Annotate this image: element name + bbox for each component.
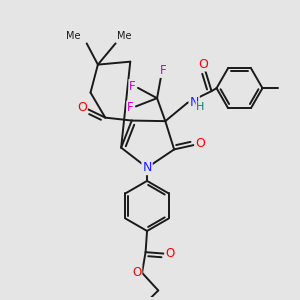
Text: O: O bbox=[195, 137, 205, 150]
Text: F: F bbox=[129, 80, 136, 93]
Text: F: F bbox=[160, 64, 166, 77]
Text: O: O bbox=[132, 266, 141, 279]
Text: O: O bbox=[77, 101, 87, 114]
Text: Me: Me bbox=[117, 31, 131, 41]
Text: N: N bbox=[142, 161, 152, 174]
Text: H: H bbox=[196, 102, 205, 112]
Text: O: O bbox=[165, 247, 174, 260]
Text: O: O bbox=[199, 58, 208, 70]
Text: F: F bbox=[127, 101, 134, 114]
Text: N: N bbox=[190, 96, 199, 109]
Text: Me: Me bbox=[66, 31, 80, 41]
